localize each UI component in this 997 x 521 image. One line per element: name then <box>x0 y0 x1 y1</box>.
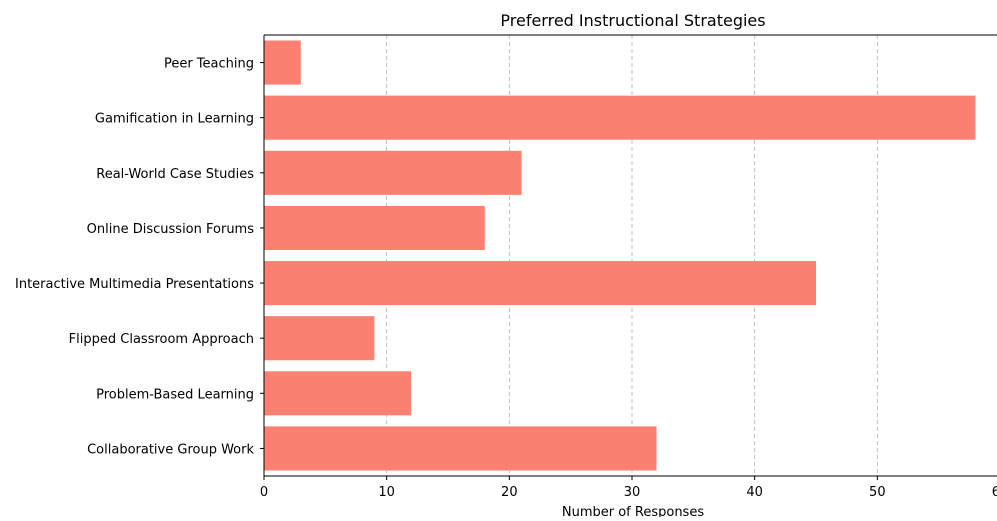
axes <box>260 34 997 480</box>
bar <box>264 95 976 140</box>
y-tick-label: Real-World Case Studies <box>96 167 254 182</box>
y-tick-label: Interactive Multimedia Presentations <box>15 277 254 292</box>
y-tick-label: Gamification in Learning <box>95 112 254 127</box>
x-tick-label: 40 <box>746 485 763 500</box>
x-tick-label: 50 <box>869 485 886 500</box>
y-tick-label: Problem-Based Learning <box>96 387 254 402</box>
x-tick-label: 0 <box>260 485 268 500</box>
bar <box>264 205 485 250</box>
x-axis-label: Number of Responses <box>562 505 704 517</box>
bar <box>264 316 375 361</box>
y-tick-label: Online Discussion Forums <box>87 222 255 237</box>
x-tick-label: 10 <box>378 485 395 500</box>
bars <box>264 40 976 471</box>
chart-title: Preferred Instructional Strategies <box>500 11 765 30</box>
bar <box>264 261 816 306</box>
bar <box>264 40 301 85</box>
x-tick-label: 20 <box>501 485 518 500</box>
bar <box>264 426 657 471</box>
x-tick-label: 60 <box>992 485 997 500</box>
y-tick-label: Peer Teaching <box>164 57 254 72</box>
y-tick-label: Flipped Classroom Approach <box>69 332 254 347</box>
bar <box>264 371 412 416</box>
x-tick-label: 30 <box>624 485 641 500</box>
tick-labels: Collaborative Group Work Problem-Based Le… <box>15 57 997 500</box>
y-tick-label: Collaborative Group Work <box>87 442 254 457</box>
bar <box>264 150 522 195</box>
